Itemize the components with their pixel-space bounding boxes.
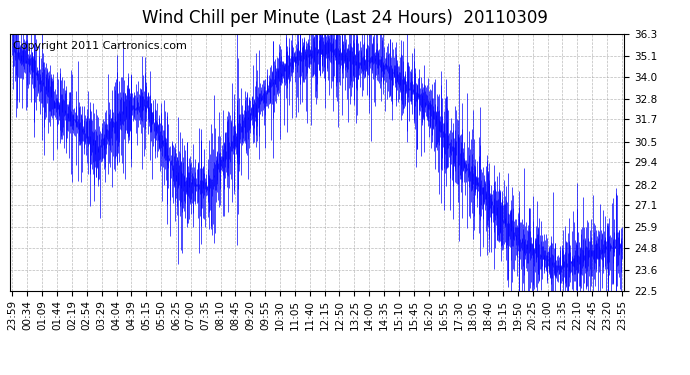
Text: Copyright 2011 Cartronics.com: Copyright 2011 Cartronics.com bbox=[13, 42, 187, 51]
Text: Wind Chill per Minute (Last 24 Hours)  20110309: Wind Chill per Minute (Last 24 Hours) 20… bbox=[142, 9, 548, 27]
